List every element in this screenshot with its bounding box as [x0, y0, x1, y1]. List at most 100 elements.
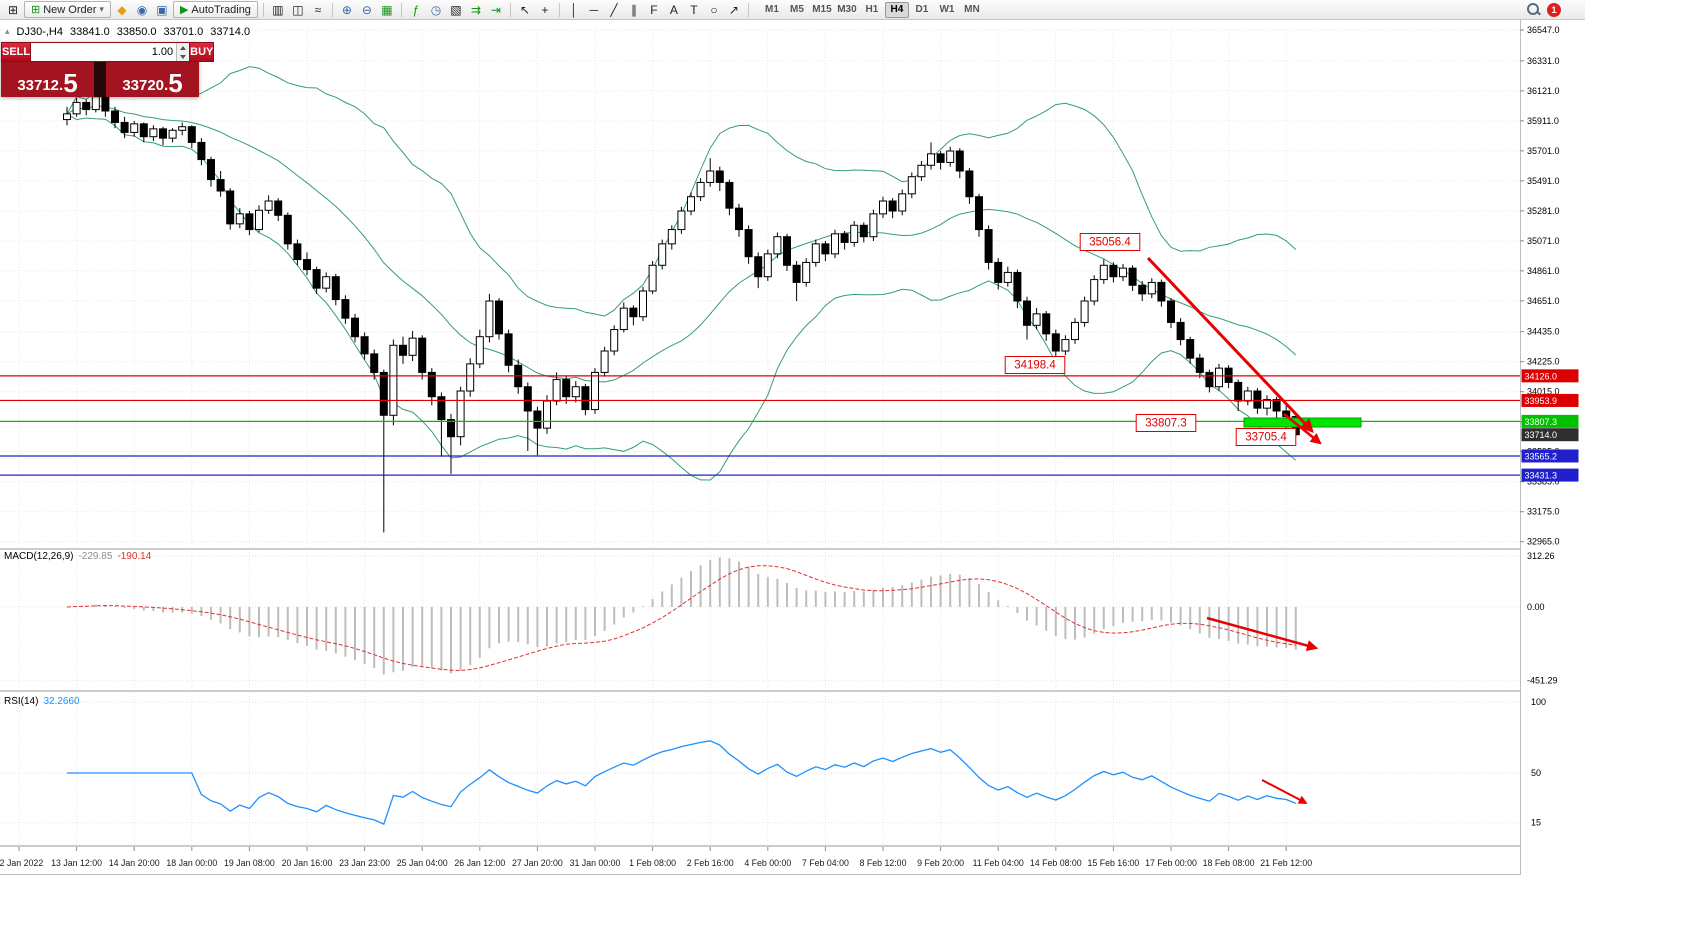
candle-body: [869, 213, 878, 238]
notification-badge[interactable]: 1: [1547, 2, 1561, 17]
autotrading-button[interactable]: ▶ AutoTrading: [172, 1, 258, 18]
chat-icon[interactable]: ◉: [136, 2, 148, 17]
price-annotation-box[interactable]: [1235, 428, 1297, 446]
time-axis-label: 23 Jan 23:00: [339, 858, 390, 868]
price-annotation-text[interactable]: 33705.4: [1245, 432, 1287, 444]
price-annotation-text[interactable]: 33807.3: [1145, 418, 1187, 430]
tab-timeframe-h4[interactable]: H4: [884, 1, 909, 18]
candle-body: [1109, 264, 1118, 278]
news-icon[interactable]: ▣: [156, 2, 168, 17]
search-icon[interactable]: [1526, 2, 1541, 17]
panel-separator[interactable]: [0, 690, 1585, 692]
candle-body: [399, 344, 407, 356]
new-chart-icon[interactable]: ⊞: [7, 2, 19, 17]
vertical-line-icon[interactable]: │: [570, 2, 578, 17]
templates-icon[interactable]: ▧: [450, 2, 462, 17]
time-axis-label: 8 Feb 12:00: [860, 858, 907, 868]
trend-arrow[interactable]: [1146, 256, 1314, 433]
candle-body: [139, 123, 148, 138]
candlestick-chart-icon[interactable]: ◫: [292, 2, 304, 17]
candle-body: [389, 344, 398, 416]
zoom-in-icon[interactable]: ⊕: [341, 2, 352, 17]
rsi-axis-label: 15: [1531, 818, 1541, 828]
tab-timeframe-h1[interactable]: H1: [865, 4, 879, 15]
candle-body: [696, 181, 705, 198]
candle-body: [994, 261, 1003, 283]
bar-chart-icon[interactable]: ▥: [272, 2, 284, 17]
candle-body: [72, 101, 81, 115]
toolbar-separator: [331, 2, 333, 17]
cursor-icon[interactable]: ↖: [519, 2, 530, 17]
candle-body: [802, 261, 811, 283]
sell-button[interactable]: SELL: [1, 42, 32, 62]
candle-body: [859, 224, 868, 238]
trend-arrow[interactable]: [1261, 779, 1308, 804]
panel-separator[interactable]: [0, 548, 1585, 550]
tab-timeframe-m5[interactable]: M5: [789, 4, 804, 15]
shapes-icon[interactable]: ○: [710, 2, 718, 17]
price-annotation-box[interactable]: [1079, 233, 1141, 251]
text-label-icon[interactable]: T: [690, 2, 698, 17]
tab-timeframe-m1[interactable]: M1: [764, 4, 779, 15]
buy-price[interactable]: 33720 . 5: [106, 62, 199, 97]
candle-body: [504, 333, 513, 366]
volume-down-button[interactable]: [177, 52, 190, 61]
new-order-button[interactable]: ⊞ New Order ▾: [24, 1, 111, 18]
sell-price[interactable]: 33712 . 5: [1, 62, 94, 97]
trend-arrow[interactable]: [1283, 413, 1322, 445]
volume-up-button[interactable]: [177, 43, 190, 52]
axis-price-box-label: 33953.9: [1525, 396, 1558, 406]
candle-body: [187, 126, 196, 143]
fibonacci-icon[interactable]: F: [650, 2, 658, 17]
time-axis-label: 13 Jan 12:00: [51, 858, 102, 868]
mql5-icon[interactable]: ◆: [117, 2, 127, 17]
buy-price-main: 33720: [122, 76, 165, 94]
periods-icon[interactable]: ◷: [430, 2, 442, 17]
price-annotation-text[interactable]: 34198.4: [1014, 360, 1056, 372]
candle-body: [418, 337, 427, 373]
tab-timeframe-m15[interactable]: M15: [812, 4, 832, 15]
candle-body: [706, 170, 715, 183]
macd-axis-label: -451.29: [1527, 676, 1558, 686]
text-tool-icon[interactable]: A: [669, 2, 678, 17]
horizontal-line-icon[interactable]: ─: [589, 2, 599, 17]
candle-body: [648, 264, 657, 292]
line-chart-icon[interactable]: ≈: [314, 2, 322, 17]
candle-body: [427, 371, 436, 398]
time-axis-label: 18 Feb 08:00: [1203, 858, 1255, 868]
trend-arrow[interactable]: [1206, 616, 1319, 652]
buy-button[interactable]: BUY: [189, 42, 215, 62]
tab-timeframe-w1[interactable]: W1: [939, 4, 955, 15]
tab-timeframe-d1[interactable]: D1: [915, 4, 929, 15]
volume-input[interactable]: [31, 43, 177, 61]
panel-separator[interactable]: [0, 845, 1585, 847]
arrow-tool-icon[interactable]: ↗: [728, 2, 739, 17]
chart-shift-icon[interactable]: ⇥: [490, 2, 501, 17]
candle-body: [955, 150, 964, 172]
price-annotation-text[interactable]: 35056.4: [1089, 237, 1131, 249]
zoom-out-icon[interactable]: ⊖: [361, 2, 372, 17]
axis-price-box: [1521, 449, 1579, 463]
price-axis-label: 35911.0: [1527, 116, 1559, 126]
price-annotation-box[interactable]: [1135, 414, 1197, 432]
tab-timeframe-mn[interactable]: MN: [964, 4, 980, 15]
candle-body: [1253, 390, 1262, 409]
candle-body: [735, 207, 743, 231]
tile-windows-icon[interactable]: ▦: [381, 2, 393, 17]
crosshair-icon[interactable]: +: [541, 2, 549, 17]
indicators-icon[interactable]: ƒ: [412, 2, 420, 17]
rsi-axis-label: 100: [1531, 697, 1546, 707]
candle-body: [341, 299, 350, 319]
trendline-icon[interactable]: ╱: [610, 2, 618, 17]
candle-body: [975, 196, 983, 231]
bollinger-lower: [66, 113, 1297, 481]
channel-icon[interactable]: ∥: [630, 2, 637, 17]
candle-body: [811, 243, 820, 263]
play-icon: ▶: [179, 4, 189, 16]
price-axis-label: 35281.0: [1527, 206, 1560, 216]
ohlc-high: 33850.0: [116, 26, 157, 38]
price-annotation-box[interactable]: [1004, 356, 1066, 374]
auto-scroll-icon[interactable]: ⇉: [470, 2, 481, 17]
tab-timeframe-m30[interactable]: M30: [837, 4, 857, 15]
candle-body: [965, 170, 974, 198]
